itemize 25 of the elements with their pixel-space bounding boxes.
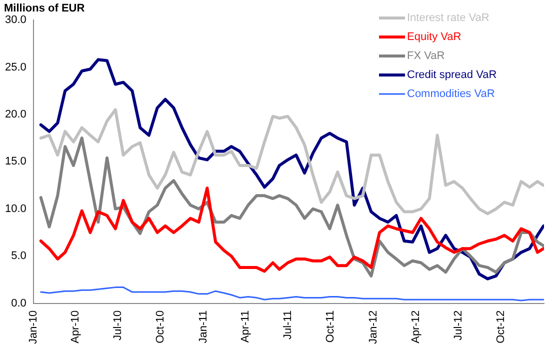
- y-tick-label: 0.0: [11, 297, 26, 310]
- x-tick-label: Apr-10: [69, 310, 82, 344]
- x-tick-label: Apr-12: [410, 310, 422, 344]
- y-tick-label: 20.0: [4, 108, 26, 120]
- y-tick-label: 30.0: [4, 14, 26, 26]
- x-tick-label: Jan-11: [197, 310, 210, 344]
- y-axis-title: Millions of EUR: [4, 2, 85, 15]
- x-tick-label: Oct-10: [154, 310, 167, 344]
- legend-label: Commodities VaR: [407, 88, 495, 100]
- x-tick-label: Jul-12: [452, 310, 464, 340]
- y-tick-label: 15.0: [4, 156, 26, 168]
- y-tick-label: 10.0: [4, 202, 26, 215]
- x-tick-label: Jan-12: [368, 310, 380, 344]
- x-tick-label: Jul-11: [282, 310, 294, 340]
- x-tick-label: Jan-10: [27, 310, 40, 344]
- x-tick-label: Apr-11: [239, 310, 252, 343]
- y-tick-label: 25.0: [4, 61, 26, 74]
- legend-label: Interest rate VaR: [407, 12, 490, 24]
- y-tick-label: 5.0: [11, 250, 26, 262]
- legend-label: Credit spread VaR: [407, 69, 497, 82]
- legend-label: FX VaR: [407, 50, 445, 62]
- x-tick-label: Oct-12: [495, 310, 508, 344]
- x-tick-label: Oct-11: [324, 310, 337, 343]
- x-tick-label: Jul-10: [112, 310, 124, 340]
- legend-label: Equity VaR: [407, 31, 462, 44]
